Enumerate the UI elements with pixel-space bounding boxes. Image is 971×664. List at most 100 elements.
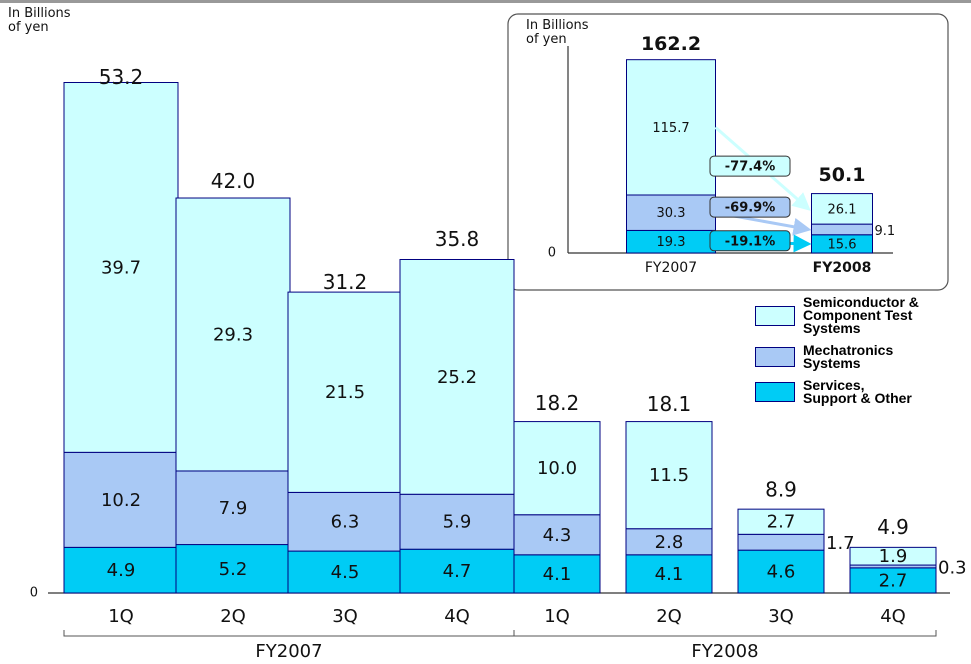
legend-item: Semiconductor & Component Test Systems	[755, 294, 921, 336]
bar-segment	[811, 223, 873, 236]
change-label: -69.9%	[725, 201, 776, 216]
group-bracket	[63, 630, 515, 637]
inset-y-axis-label: In Billions of yen	[526, 18, 589, 47]
bar-segment	[513, 554, 601, 594]
segment-label: 115.7	[652, 121, 689, 136]
bar-segment	[63, 546, 179, 594]
total-label: 42.0	[211, 169, 256, 193]
x-tick-label: 3Q	[768, 606, 794, 627]
segment-label: 11.5	[649, 465, 689, 486]
change-label: -19.1%	[725, 234, 776, 249]
bar-segment	[513, 421, 601, 516]
bar-segment	[287, 491, 403, 552]
change-box	[709, 230, 791, 252]
segment-label: 26.1	[828, 202, 857, 217]
bar-segment	[737, 508, 825, 535]
total-label: 31.2	[323, 270, 368, 294]
x-tick-label: FY2008	[813, 260, 872, 276]
group-label: FY2008	[691, 641, 758, 662]
y-tick-label: 0	[548, 246, 556, 261]
change-box	[709, 155, 791, 177]
bar-segment	[625, 528, 713, 556]
bar-segment	[287, 550, 403, 594]
bar-segment	[399, 258, 515, 495]
y-tick-label: 0	[30, 586, 38, 601]
total-label: 8.9	[765, 478, 797, 502]
x-tick-label: 3Q	[332, 606, 358, 627]
bar-segment	[625, 421, 713, 530]
segment-label: 7.9	[219, 498, 248, 519]
total-label: 53.2	[99, 65, 144, 89]
bar-segment	[626, 59, 716, 196]
bar-segment	[737, 533, 825, 551]
bar-segment	[399, 493, 515, 550]
bar-segment	[63, 451, 179, 548]
segment-label: 4.7	[443, 561, 472, 582]
segment-label: 19.3	[657, 235, 686, 250]
bar-segment	[63, 81, 179, 453]
total-label: 4.9	[877, 515, 909, 539]
x-tick-label: 4Q	[880, 606, 906, 627]
segment-label: 10.0	[537, 458, 577, 479]
bar-segment	[175, 544, 291, 594]
segment-label: 10.2	[101, 490, 141, 511]
change-box	[709, 196, 791, 218]
segment-label: 4.6	[767, 562, 796, 583]
legend-item: Services, Support & Other	[755, 377, 921, 406]
group-bracket	[513, 630, 937, 637]
segment-label: 2.8	[655, 532, 684, 553]
y-axis-label: In Billions of yen	[8, 6, 71, 35]
bar-segment	[811, 193, 873, 225]
segment-label: 15.6	[828, 237, 857, 252]
x-tick-label: 2Q	[220, 606, 246, 627]
legend-swatch	[755, 305, 795, 326]
bar-segment	[625, 554, 713, 594]
segment-label: 4.1	[655, 564, 684, 585]
segment-label: 30.3	[657, 206, 686, 221]
x-tick-label: 1Q	[108, 606, 134, 627]
segment-label: 4.3	[543, 525, 572, 546]
bar-segment	[175, 197, 291, 472]
segment-label: 25.2	[437, 367, 477, 388]
segment-label: 6.3	[331, 512, 360, 533]
bar-segment	[287, 291, 403, 493]
bar-segment	[399, 548, 515, 594]
segment-label: 39.7	[101, 257, 141, 278]
segment-label: 1.7	[826, 533, 855, 554]
total-label: 18.2	[535, 391, 580, 415]
bar-segment	[737, 549, 825, 594]
legend-item: Mechatronics Systems	[755, 343, 921, 370]
top-border	[0, 0, 971, 3]
segment-label: 5.9	[443, 512, 472, 533]
group-label: FY2007	[255, 641, 322, 662]
legend-swatch	[755, 382, 795, 402]
total-label: 162.2	[641, 33, 701, 55]
bar-segment	[849, 546, 937, 566]
legend-label: Services, Support & Other	[803, 377, 912, 406]
segment-label: 0.3	[938, 557, 967, 578]
segment-label: 2.7	[767, 512, 796, 533]
total-label: 18.1	[647, 392, 692, 416]
change-label: -77.4%	[725, 160, 776, 175]
bar-segment	[849, 567, 937, 594]
x-tick-label: 2Q	[656, 606, 682, 627]
segment-label: 1.9	[879, 546, 908, 567]
segment-label: 4.5	[331, 562, 360, 583]
segment-label: 4.1	[543, 564, 572, 585]
bar-segment	[175, 470, 291, 546]
segment-label: 29.3	[213, 324, 253, 345]
segment-label: 5.2	[219, 559, 248, 580]
legend-label: Semiconductor & Component Test Systems	[803, 294, 919, 336]
legend: Semiconductor & Component Test Systems Me…	[755, 294, 921, 414]
segment-label: 9.1	[875, 224, 896, 239]
x-tick-label: FY2007	[645, 260, 697, 276]
total-label: 35.8	[435, 227, 480, 251]
segment-label: 4.9	[107, 560, 136, 581]
x-tick-label: 4Q	[444, 606, 470, 627]
total-label: 50.1	[819, 164, 866, 186]
segment-label: 2.7	[879, 570, 908, 591]
x-tick-label: 1Q	[544, 606, 570, 627]
legend-swatch	[755, 347, 795, 367]
